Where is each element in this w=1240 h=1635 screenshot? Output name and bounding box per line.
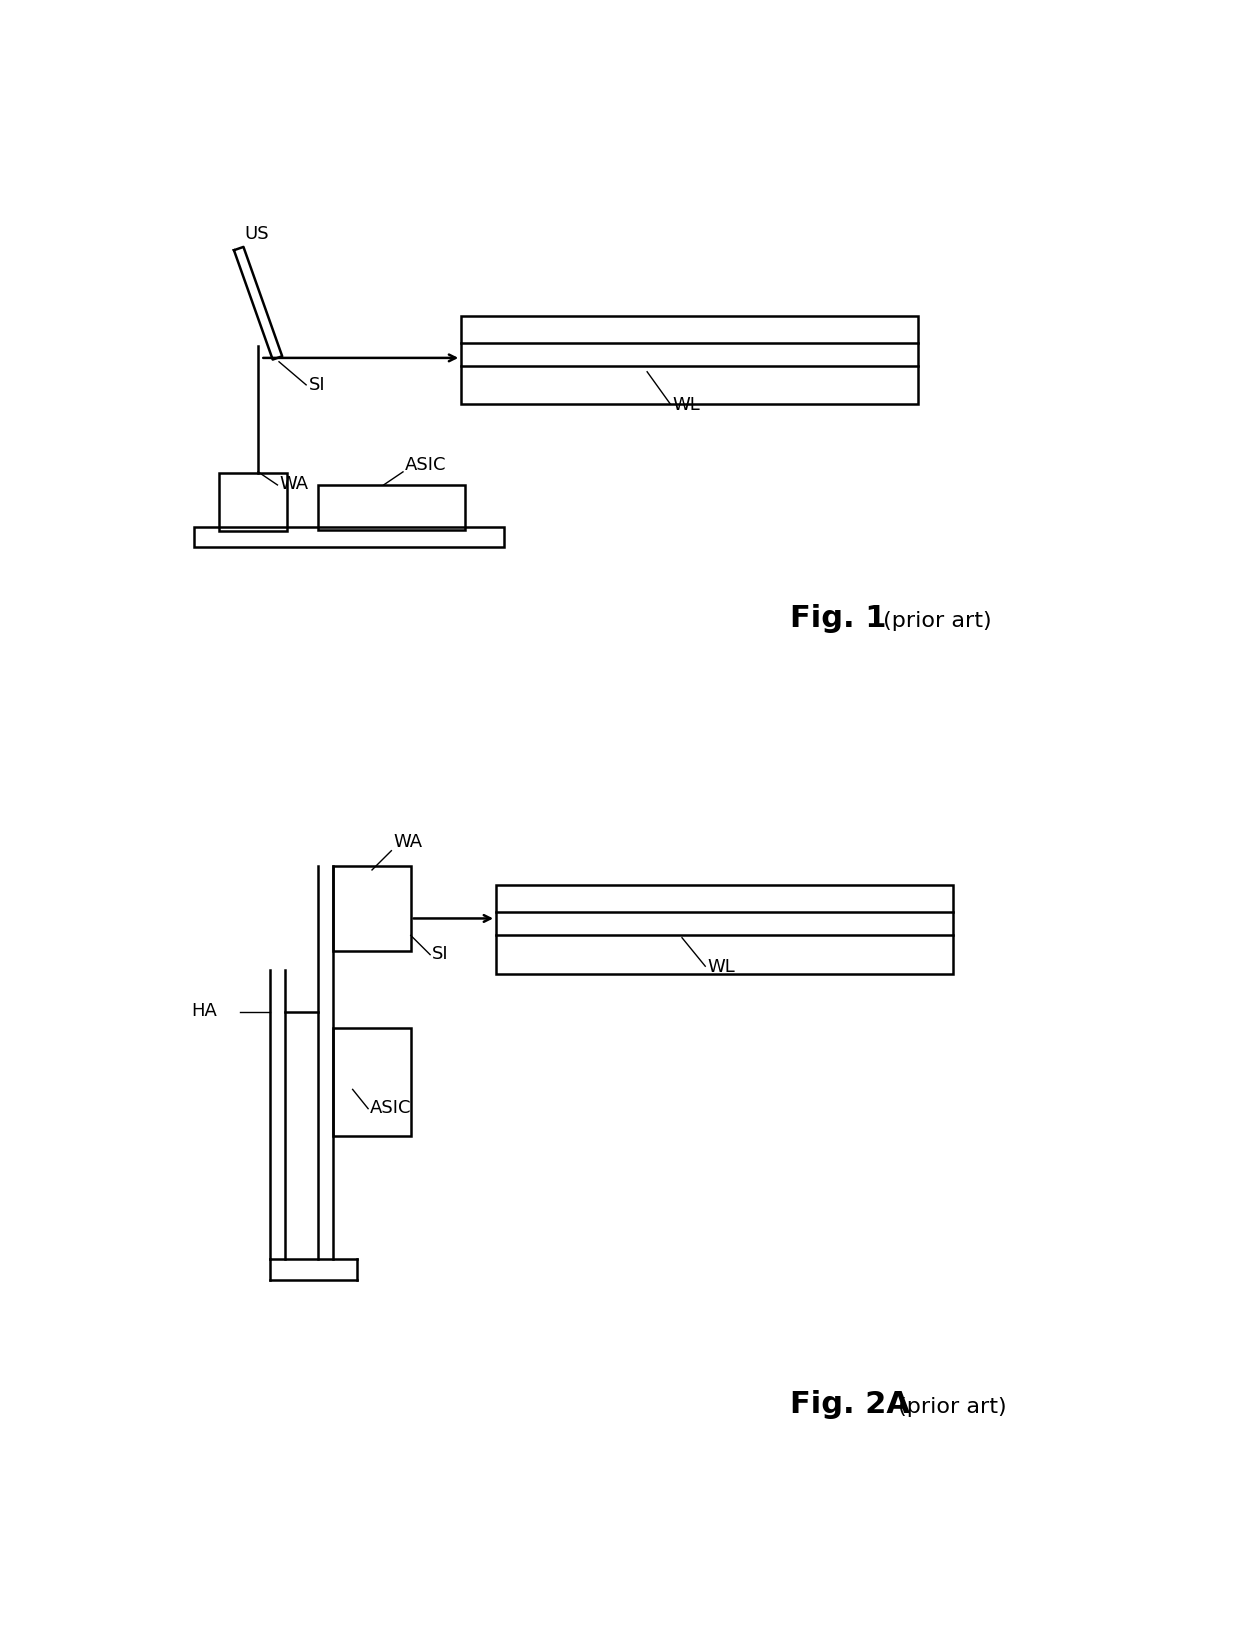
- Bar: [193, 528, 503, 548]
- Text: Fig. 2A: Fig. 2A: [791, 1390, 910, 1419]
- Text: ASIC: ASIC: [404, 456, 446, 474]
- Text: US: US: [244, 224, 269, 242]
- Text: SI: SI: [309, 376, 325, 394]
- Text: Fig. 1: Fig. 1: [791, 605, 887, 633]
- Text: WL: WL: [672, 396, 701, 414]
- Polygon shape: [234, 247, 283, 360]
- Bar: [218, 474, 286, 531]
- Text: WL: WL: [708, 958, 735, 976]
- Bar: [334, 867, 410, 952]
- Text: HA: HA: [191, 1002, 217, 1020]
- Text: (prior art): (prior art): [892, 1396, 1007, 1418]
- Text: WA: WA: [393, 832, 422, 850]
- Bar: [461, 316, 919, 404]
- Bar: [334, 1028, 410, 1136]
- Bar: [317, 486, 465, 530]
- Text: WA: WA: [279, 474, 308, 492]
- Bar: [496, 885, 954, 974]
- Text: (prior art): (prior art): [875, 611, 991, 631]
- Text: ASIC: ASIC: [370, 1099, 412, 1117]
- Text: SI: SI: [432, 945, 449, 963]
